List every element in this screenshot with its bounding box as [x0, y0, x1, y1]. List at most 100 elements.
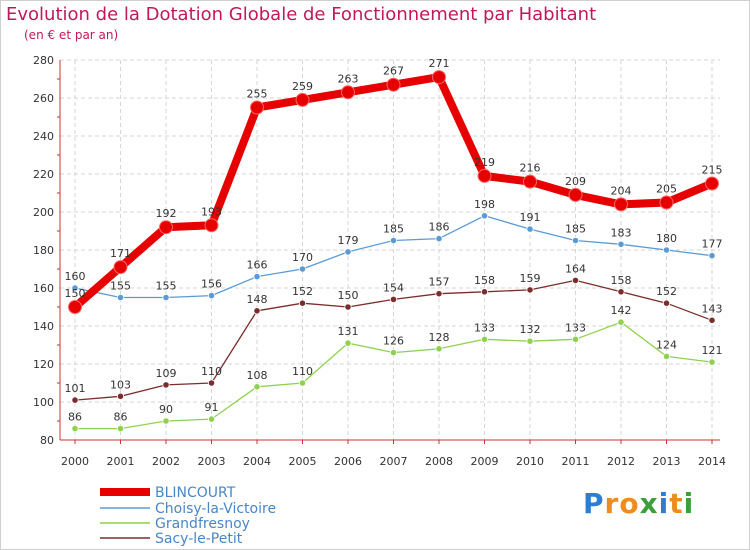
- data-point-grandfresnoy: [662, 352, 671, 360]
- data-point-sacy-le-petit: [662, 299, 671, 307]
- data-point-grandfresnoy: [617, 318, 625, 326]
- data-label-sacy-le-petit: 150: [338, 289, 359, 302]
- data-label-grandfresnoy: 131: [338, 325, 359, 338]
- data-point-choisy-la-victoire: [298, 265, 307, 273]
- data-label-sacy-le-petit: 152: [292, 285, 313, 298]
- data-point-choisy-la-victoire: [116, 293, 125, 302]
- data-point-choisy-la-victoire: [708, 252, 716, 260]
- data-label-choisy-la-victoire: 155: [156, 280, 177, 293]
- brand-logo: Proxiti: [583, 487, 694, 520]
- x-tick-label: 2006: [334, 455, 362, 468]
- x-tick-label: 2012: [607, 455, 635, 468]
- data-point-blincourt: [386, 77, 401, 92]
- data-label-grandfresnoy: 108: [247, 369, 268, 382]
- data-label-blincourt: 259: [292, 80, 313, 93]
- data-label-choisy-la-victoire: 198: [474, 198, 495, 211]
- brand-letter: t: [669, 487, 684, 520]
- series-sacy-le-petit: 101 103 109 110 148 152 150 154 157 158 159 164 158 1…: [65, 262, 723, 404]
- data-label-blincourt: 150: [65, 287, 86, 300]
- data-point-sacy-le-petit: [344, 303, 352, 311]
- data-point-choisy-la-victoire: [253, 272, 261, 281]
- legend-label-sacy-le-petit: Sacy-le-Petit: [155, 531, 243, 547]
- data-point-sacy-le-petit: [71, 396, 79, 404]
- data-label-blincourt: 267: [383, 65, 404, 78]
- data-point-blincourt: [250, 100, 264, 115]
- data-label-sacy-le-petit: 154: [383, 281, 404, 294]
- x-tick-label: 2004: [243, 455, 271, 468]
- data-label-choisy-la-victoire: 180: [656, 232, 677, 245]
- data-point-sacy-le-petit: [617, 288, 625, 296]
- y-tick-label: 200: [33, 206, 54, 219]
- legend-label-choisy-la-victoire: Choisy-la-Victoire: [155, 501, 276, 517]
- data-point-sacy-le-petit: [389, 295, 398, 303]
- data-label-choisy-la-victoire: 166: [247, 259, 268, 272]
- data-point-blincourt: [159, 220, 173, 235]
- brand-letter: P: [583, 487, 605, 520]
- data-label-grandfresnoy: 132: [520, 323, 541, 336]
- data-label-sacy-le-petit: 158: [474, 274, 495, 287]
- data-point-choisy-la-victoire: [389, 236, 398, 245]
- data-label-sacy-le-petit: 101: [65, 382, 86, 395]
- data-label-grandfresnoy: 128: [429, 331, 450, 344]
- data-point-grandfresnoy: [71, 424, 79, 433]
- legend-label-blincourt: BLINCOURT: [155, 485, 236, 501]
- data-point-choisy-la-victoire: [617, 240, 625, 248]
- data-label-choisy-la-victoire: 185: [383, 223, 404, 236]
- data-label-blincourt: 205: [656, 183, 677, 196]
- data-point-sacy-le-petit: [708, 316, 716, 324]
- data-point-blincourt: [614, 197, 628, 212]
- data-point-sacy-le-petit: [526, 286, 534, 294]
- data-label-sacy-le-petit: 164: [565, 262, 586, 275]
- y-tick-label: 80: [40, 434, 54, 447]
- data-label-blincourt: 263: [338, 72, 359, 85]
- x-tick-label: 2005: [289, 455, 317, 468]
- data-point-choisy-la-victoire: [71, 284, 79, 292]
- brand-letter: i: [658, 487, 670, 520]
- data-point-blincourt: [68, 300, 82, 314]
- data-label-grandfresnoy: 124: [656, 338, 677, 351]
- x-tick-label: 2001: [107, 455, 135, 468]
- data-point-blincourt: [477, 168, 492, 183]
- data-point-sacy-le-petit: [298, 299, 307, 307]
- data-point-blincourt: [113, 260, 128, 275]
- x-tick-label: 2008: [425, 455, 453, 468]
- data-label-grandfresnoy: 142: [611, 304, 632, 317]
- data-point-sacy-le-petit: [480, 288, 489, 296]
- y-tick-label: 220: [33, 168, 54, 181]
- data-point-grandfresnoy: [571, 335, 580, 343]
- x-tick-label: 2011: [562, 455, 590, 468]
- data-point-sacy-le-petit: [435, 290, 443, 298]
- data-label-choisy-la-victoire: 170: [292, 251, 313, 264]
- data-label-sacy-le-petit: 152: [656, 285, 677, 298]
- data-point-grandfresnoy: [435, 345, 443, 353]
- data-label-blincourt: 271: [429, 57, 450, 70]
- data-point-choisy-la-victoire: [162, 293, 170, 302]
- y-tick-label: 100: [33, 396, 54, 409]
- data-point-sacy-le-petit: [207, 379, 216, 387]
- data-point-choisy-la-victoire: [662, 246, 671, 254]
- data-label-blincourt: 215: [702, 164, 723, 177]
- y-tick-label: 240: [33, 130, 54, 143]
- data-label-blincourt: 219: [474, 156, 495, 169]
- data-point-blincourt: [432, 70, 446, 85]
- data-point-choisy-la-victoire: [571, 236, 580, 245]
- data-point-grandfresnoy: [253, 383, 261, 391]
- data-label-choisy-la-victoire: 179: [338, 234, 359, 247]
- y-tick-label: 280: [33, 54, 54, 67]
- data-label-sacy-le-petit: 158: [611, 274, 632, 287]
- data-label-blincourt: 171: [110, 247, 131, 260]
- data-label-choisy-la-victoire: 160: [65, 270, 86, 283]
- data-point-blincourt: [705, 176, 719, 191]
- x-tick-label: 2002: [152, 455, 180, 468]
- x-tick-label: 2000: [61, 455, 89, 468]
- y-tick-label: 120: [33, 358, 54, 371]
- y-tick-label: 180: [33, 244, 54, 257]
- data-label-choisy-la-victoire: 183: [611, 226, 632, 239]
- data-point-grandfresnoy: [116, 424, 125, 433]
- data-label-blincourt: 216: [520, 162, 541, 175]
- data-point-blincourt: [523, 174, 537, 189]
- data-point-choisy-la-victoire: [207, 291, 216, 300]
- data-label-choisy-la-victoire: 177: [702, 238, 723, 251]
- y-tick-label: 160: [33, 282, 54, 295]
- data-label-sacy-le-petit: 148: [247, 293, 268, 306]
